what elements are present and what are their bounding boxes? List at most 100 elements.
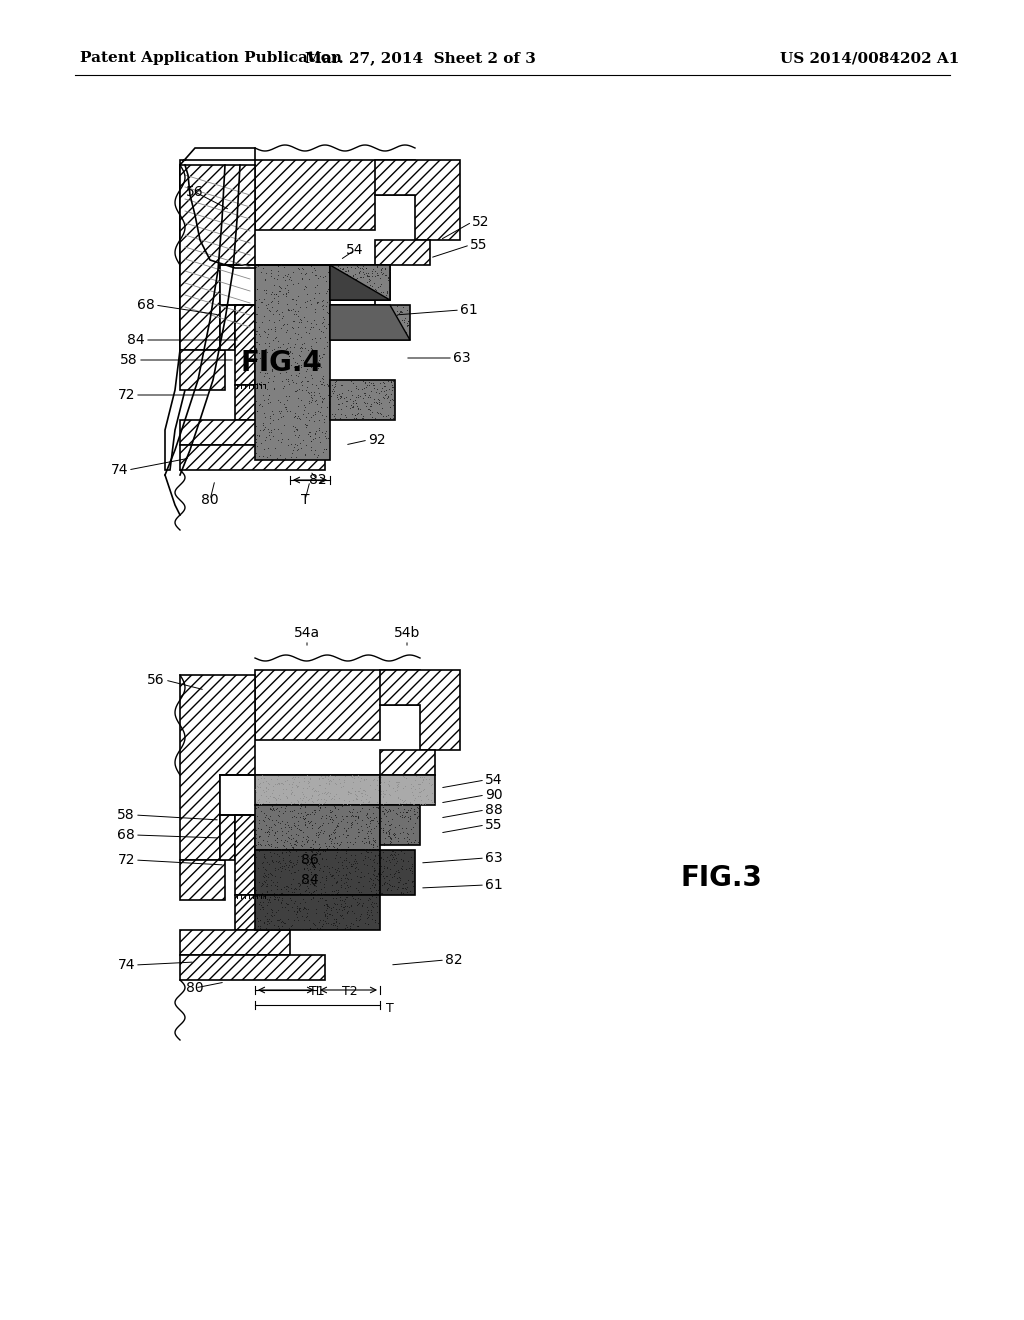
Point xyxy=(326,405,342,426)
Point xyxy=(299,290,315,312)
Point xyxy=(397,805,414,826)
Text: 58: 58 xyxy=(121,352,138,367)
Point xyxy=(360,828,377,849)
Point xyxy=(335,865,351,886)
Point xyxy=(259,297,275,318)
Point xyxy=(315,321,332,342)
Point xyxy=(299,830,315,851)
Point xyxy=(307,351,324,372)
Point xyxy=(274,911,291,932)
Point xyxy=(340,851,356,873)
Point xyxy=(328,828,344,849)
Point xyxy=(283,783,299,804)
Point xyxy=(376,834,392,855)
Point xyxy=(394,801,411,822)
Point xyxy=(372,861,388,882)
Point xyxy=(289,789,305,810)
Polygon shape xyxy=(255,895,380,931)
Point xyxy=(344,310,360,331)
Point xyxy=(283,364,299,385)
Point xyxy=(393,309,410,330)
Point xyxy=(256,418,272,440)
Point xyxy=(301,322,317,343)
Point xyxy=(326,376,342,397)
Point xyxy=(375,783,391,804)
Point xyxy=(251,793,267,814)
Point xyxy=(282,854,298,875)
Point xyxy=(324,880,340,902)
Point xyxy=(263,899,280,920)
Point xyxy=(265,838,282,859)
Point xyxy=(272,866,289,887)
Point xyxy=(376,300,392,321)
Point xyxy=(285,828,301,849)
Point xyxy=(322,764,338,785)
Point xyxy=(347,919,364,940)
Point xyxy=(334,319,350,341)
Point xyxy=(367,876,383,898)
Point xyxy=(373,404,389,425)
Point xyxy=(329,816,345,837)
Point xyxy=(262,412,279,433)
Point xyxy=(328,807,344,828)
Point xyxy=(287,799,303,820)
Point xyxy=(314,767,331,788)
Point xyxy=(270,812,287,833)
Text: 72: 72 xyxy=(118,853,135,867)
Point xyxy=(390,774,407,795)
Point xyxy=(347,780,364,801)
Point xyxy=(296,395,312,416)
Point xyxy=(352,276,369,297)
Point xyxy=(295,350,311,371)
Point xyxy=(300,810,316,832)
Point xyxy=(310,780,327,801)
Point xyxy=(382,814,398,836)
Point xyxy=(265,886,282,907)
Point xyxy=(296,770,312,791)
Point xyxy=(337,917,353,939)
Point xyxy=(308,866,325,887)
Point xyxy=(396,310,413,331)
Point xyxy=(270,255,287,276)
Point xyxy=(402,792,419,813)
Point xyxy=(284,807,300,828)
Point xyxy=(309,378,326,399)
Point xyxy=(343,294,359,315)
Point xyxy=(411,797,427,818)
Point xyxy=(341,863,357,884)
Point xyxy=(321,904,337,925)
Point xyxy=(309,267,326,288)
Point xyxy=(393,294,410,315)
Point xyxy=(382,326,398,347)
Point xyxy=(286,837,302,858)
Point xyxy=(344,801,360,822)
Point xyxy=(317,767,334,788)
Point xyxy=(402,809,419,830)
Point xyxy=(256,768,272,789)
Point xyxy=(285,781,301,803)
Point xyxy=(298,828,314,849)
Point xyxy=(361,807,378,828)
Point xyxy=(392,301,409,322)
Point xyxy=(248,886,264,907)
Point xyxy=(307,424,324,445)
Point xyxy=(249,805,265,826)
Point xyxy=(306,404,323,425)
Point xyxy=(299,371,315,392)
Point xyxy=(344,900,360,921)
Point xyxy=(357,841,374,862)
Point xyxy=(416,766,432,787)
Point xyxy=(381,824,397,845)
Point xyxy=(409,801,425,822)
Point xyxy=(404,875,421,896)
Text: 63: 63 xyxy=(453,351,471,366)
Point xyxy=(350,807,367,828)
Point xyxy=(264,818,281,840)
Point xyxy=(331,861,347,882)
Point xyxy=(259,880,275,902)
Point xyxy=(393,855,410,876)
Point xyxy=(310,795,327,816)
Point xyxy=(297,796,313,817)
Point xyxy=(319,292,336,313)
Point xyxy=(384,374,400,395)
